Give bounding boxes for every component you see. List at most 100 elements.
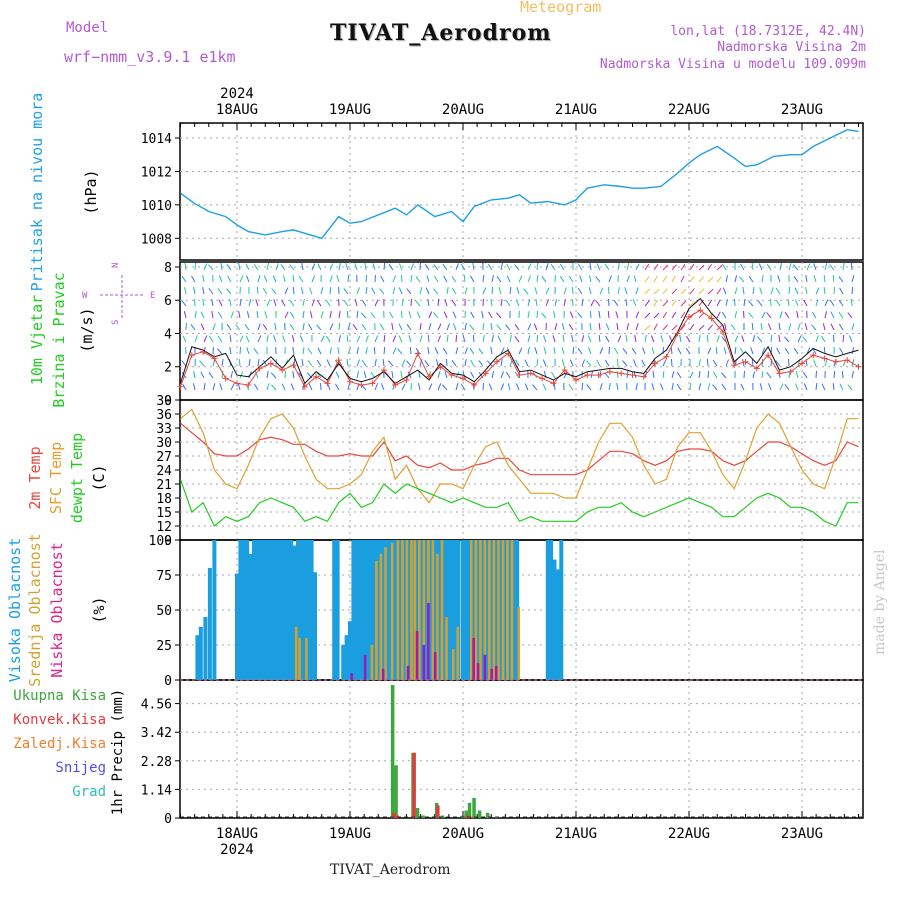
precip-total-bar (394, 765, 398, 818)
wind-gust-marker (629, 372, 636, 379)
wind-arrow (500, 359, 503, 367)
wind-arrow (401, 310, 403, 319)
wind-arrow (219, 383, 223, 391)
wind-arrow (338, 322, 341, 331)
wind-gust-marker (426, 373, 433, 380)
cloud-high-bar (212, 540, 217, 680)
wind-arrow (356, 287, 360, 295)
date-label-bottom: 20AUG (442, 826, 484, 842)
wind-arrow (199, 360, 205, 367)
y-tick-label: 27 (156, 450, 172, 465)
y-tick-label: 30 (156, 436, 172, 451)
wind-arrow (230, 383, 235, 391)
cloud-high-bar (515, 540, 520, 680)
cloud-mid-bar (431, 540, 435, 680)
cloud-mid-bar (384, 547, 387, 680)
cloud-high-bar (272, 540, 277, 680)
wind-arrow (320, 287, 324, 295)
wind-arrow (644, 263, 650, 271)
wind-arrow (346, 359, 349, 367)
wind-arrow (581, 299, 584, 307)
wind-arrow (436, 359, 439, 367)
wind-arrow (248, 359, 251, 367)
wind-arrow (698, 288, 705, 295)
wind-arrow (266, 335, 269, 343)
wind-arrow (568, 275, 574, 283)
wind-arrow (588, 347, 592, 355)
wind-arrow (464, 323, 467, 331)
wind-arrow (507, 383, 511, 391)
wind-arrow (662, 359, 667, 367)
wind-arrow (653, 264, 659, 271)
wind-arrow (545, 287, 550, 295)
wind-arrow (388, 360, 394, 367)
wind-gust-marker (222, 375, 229, 382)
wind-arrow (211, 311, 214, 319)
y-tick-label: 36 (156, 408, 172, 423)
cloud-mid-bar (488, 540, 491, 680)
wind-arrow (354, 299, 358, 307)
wind-arrow (392, 275, 397, 283)
wind-arrow (392, 287, 396, 295)
date-label-top: 22AUG (668, 102, 710, 118)
wind-arrow (598, 311, 601, 319)
wind-arrow (563, 299, 566, 307)
wind-arrow (569, 359, 574, 367)
precip-legend-item: Grad (72, 784, 106, 800)
wind-arrow (716, 299, 721, 307)
wind-arrow (787, 299, 790, 307)
wind-arrow (596, 263, 601, 271)
wind-arrow (778, 323, 781, 331)
wind-arrow (851, 323, 855, 331)
wind-arrow (671, 325, 678, 331)
wind-arrow (784, 347, 790, 355)
precip-total-bar (464, 810, 468, 818)
wind-arrow (839, 383, 844, 391)
wind-arrow (455, 334, 458, 343)
wind-arrow (316, 299, 322, 307)
wind-arrow (659, 383, 664, 391)
wind-arrow (757, 336, 763, 343)
wind-arrow (698, 276, 704, 283)
cloud-mid-bar (517, 607, 521, 680)
wind-arrow (811, 324, 817, 331)
wind-arrow (500, 383, 505, 391)
cloud-high-bar (381, 540, 386, 680)
cloud-high-bar (335, 540, 340, 680)
wind-arrow (365, 335, 369, 343)
date-label-top: 19AUG (329, 102, 371, 118)
wind-arrow (256, 311, 259, 319)
wind-arrow (391, 323, 394, 331)
y-tick-label: 1008 (141, 232, 172, 247)
wind-arrow (759, 287, 763, 295)
wind-arrow (579, 275, 583, 283)
wind-arrow (752, 287, 755, 295)
wind-gust-marker (584, 372, 591, 379)
wind-arrow (644, 276, 650, 283)
wind-arrow (398, 287, 403, 295)
wind-gust-marker (279, 367, 286, 374)
wind-arrow (742, 287, 745, 295)
wind-arrow (415, 276, 421, 283)
wind-arrow (608, 346, 610, 355)
wind-arrow (425, 287, 430, 295)
wind-arrow (595, 276, 601, 283)
wind-arrow (662, 288, 668, 295)
wind-arrow (590, 299, 595, 307)
wind-arrow (266, 299, 271, 307)
cloud-low-bar (350, 673, 353, 680)
wind-arrow (455, 383, 459, 391)
wind-panel-frame (179, 261, 864, 401)
wind-arrow (203, 383, 206, 391)
wind-gust-marker (505, 350, 512, 357)
wind-arrow (676, 371, 682, 379)
wind-arrow (740, 383, 745, 391)
wind-arrow (680, 288, 687, 295)
wind-arrow (398, 263, 403, 271)
temp-unit-label: (C) (90, 464, 108, 491)
y-tick-label: 6 (164, 294, 172, 309)
cloud-high-bar (552, 559, 557, 680)
wind-arrow (740, 263, 745, 271)
wind-arrow (635, 287, 639, 295)
wind-arrow (713, 371, 718, 379)
